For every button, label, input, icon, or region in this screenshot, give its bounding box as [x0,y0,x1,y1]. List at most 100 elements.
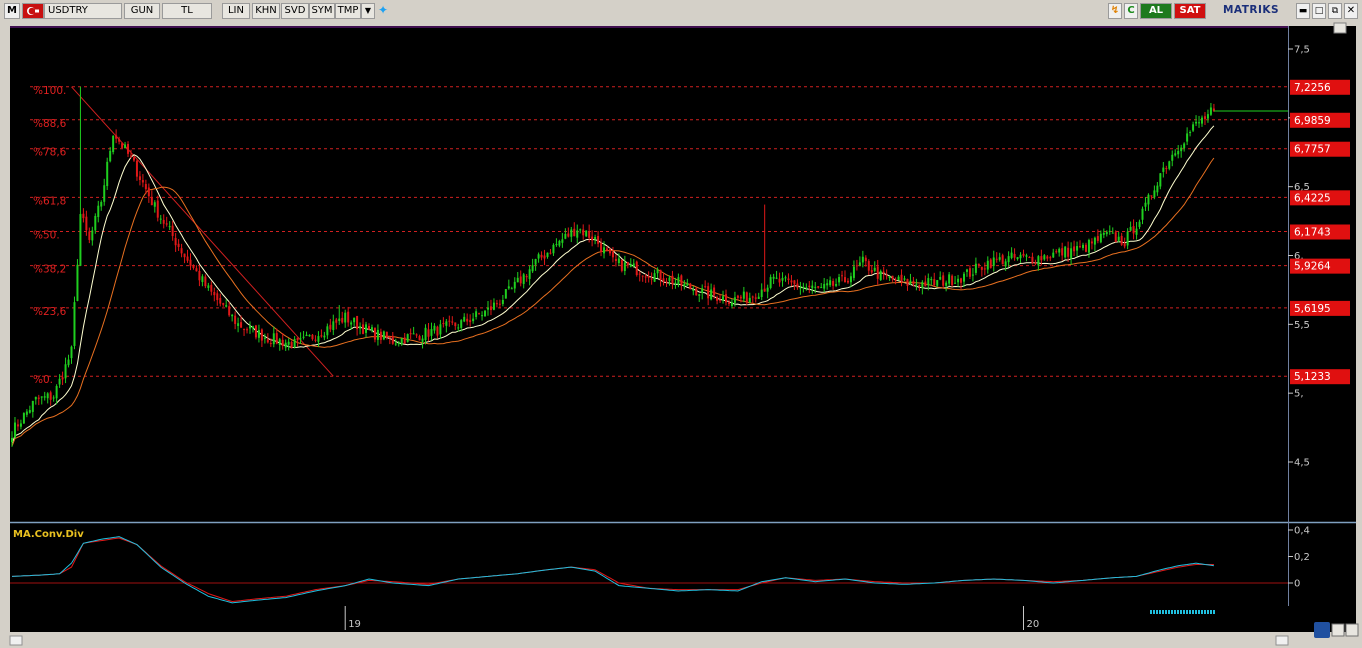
restore-icon[interactable]: ⧉ [1328,3,1342,19]
symbol-flag-icon[interactable] [22,3,44,19]
candle-body [611,251,614,258]
candle-body [974,263,977,273]
candle-body [335,319,338,323]
candle-body [885,275,888,277]
scroll-left-icon[interactable] [9,635,23,646]
candle-body [118,139,121,142]
candle-body [1117,236,1120,241]
candle-body [356,315,359,330]
dropdown-arrow-icon[interactable]: ▼ [361,3,375,19]
candle-body [986,260,989,270]
period-button[interactable]: GUN [124,3,160,19]
twitter-icon[interactable]: ✦ [377,3,389,17]
lightning-icon[interactable]: ↯ [1108,3,1122,19]
candle-body [311,334,314,340]
candle-body [243,328,246,330]
candle-body [769,277,772,288]
candle-body [745,292,748,303]
price-tag-label: 6,7757 [1294,144,1331,156]
candle-body [326,326,329,336]
candle-body [558,240,561,246]
candle-body [385,331,388,338]
sym-button[interactable]: SYM [309,3,335,19]
candle-body [841,275,844,277]
candle-body [192,265,195,269]
candle-body [778,278,781,283]
candle-body [1114,232,1117,243]
candle-body [644,276,647,278]
nav-right-icon[interactable] [1345,623,1359,637]
candle-body [1180,147,1183,152]
candle-body [686,283,689,286]
chart-frame: %100. %88,6 %78,6 %61,8 %50. %38,2 %23,6 %0. 7,… [0,22,1362,648]
y-tick-label: 6, [1294,251,1304,262]
candle-body [350,322,353,325]
buy-button[interactable]: AL [1140,3,1172,19]
candle-body [968,268,971,277]
symbol-field[interactable]: USDTRY [44,3,122,19]
candle-body [1061,248,1064,256]
scroll-right-icon[interactable] [1275,635,1289,646]
candle-body [94,215,97,231]
candle-body [927,278,930,286]
candle-body [249,326,251,329]
panel-restore-icon[interactable] [1333,22,1347,34]
macd-tick-label: 0 [1294,579,1300,590]
candle-body [115,135,118,139]
recent-bars-marker [1171,610,1173,614]
svd-button[interactable]: SVD [281,3,309,19]
khn-button[interactable]: KHN [252,3,280,19]
candle-body [484,310,487,317]
candle-body [861,256,864,263]
y-tick-label: 5,5 [1294,320,1310,331]
candle-body [213,291,216,296]
candle-body [475,311,478,317]
price-tag [1290,258,1350,274]
y-tick-label: 7,5 [1294,45,1310,56]
candle-body [608,249,611,254]
minimize-icon[interactable]: ▬ [1296,3,1310,19]
candle-body [567,233,570,237]
tmp-button[interactable]: TMP [335,3,361,19]
candle-body [498,303,501,305]
recent-bars-marker [1201,610,1203,614]
candle-body [55,386,58,399]
horizontal-scrollbar[interactable] [0,634,1290,646]
candle-body [775,277,778,279]
candle-body [1049,257,1052,259]
matriks-m-icon[interactable]: M [4,3,20,19]
fib-level-label: %0. [33,374,53,386]
candle-body [478,313,481,315]
close-icon[interactable]: ✕ [1344,3,1358,19]
candle-body [623,262,626,272]
candle-body [1209,107,1212,115]
candle-body [183,253,186,258]
refresh-c-icon[interactable]: C [1124,3,1138,19]
maximize-icon[interactable]: □ [1312,3,1326,19]
sell-button[interactable]: SAT [1174,3,1206,19]
scale-button[interactable]: LIN [222,3,250,19]
candle-body [897,276,900,281]
candle-body [121,143,124,148]
candle-body [790,280,793,283]
time-axis [10,606,1356,632]
currency-button[interactable]: TL [162,3,212,19]
candle-body [106,161,109,187]
candle-body [573,228,576,237]
candle-body [284,342,287,348]
candle-body [195,268,198,272]
candle-body [930,279,933,281]
x-tick-label: 19 [348,619,361,630]
candle-body [130,155,132,157]
candle-body [67,359,70,366]
recent-bars-marker [1165,610,1167,614]
candle-body [1212,108,1215,111]
nav-left-icon[interactable] [1331,623,1345,637]
candle-body [403,337,406,344]
candle-body [808,285,811,288]
candle-body [46,393,49,399]
sync-icon[interactable] [1314,622,1330,638]
candle-body [763,288,766,292]
candle-body [811,285,814,289]
candle-body [713,287,716,296]
